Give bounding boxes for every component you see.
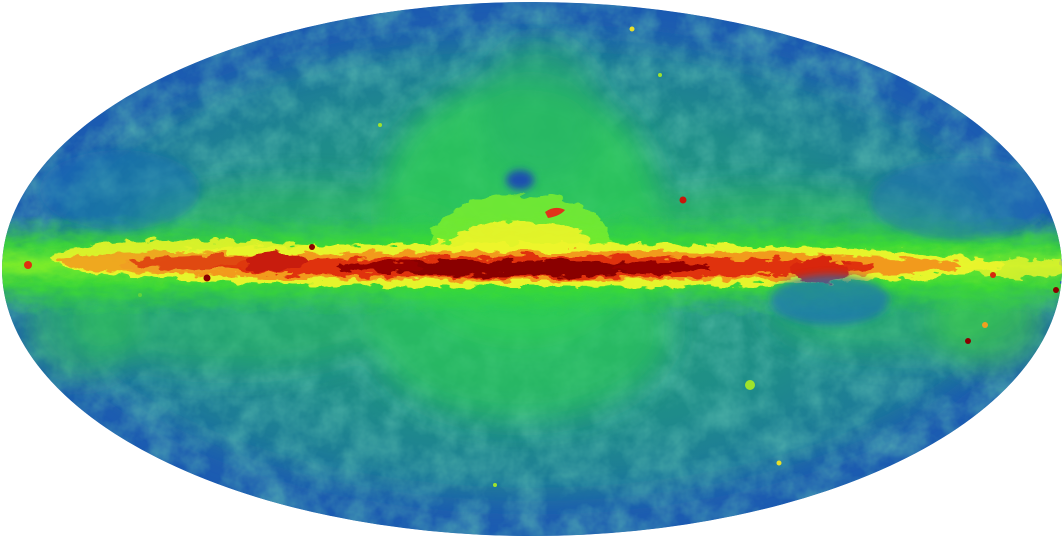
- point-sources: [24, 26, 1059, 487]
- red-filament: [545, 207, 565, 218]
- dark-features: [40, 150, 1050, 325]
- galactic-center-core: [340, 260, 710, 276]
